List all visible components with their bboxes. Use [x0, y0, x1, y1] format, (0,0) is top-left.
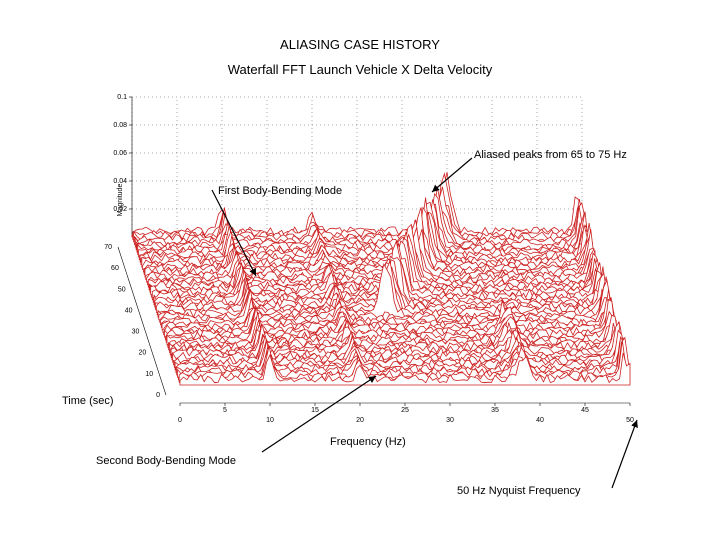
y-tick-label-4: 40: [125, 307, 133, 314]
spectrum-slice-26: [158, 262, 610, 321]
arrow-nyquist: [611, 419, 638, 489]
x-tick-label-7: 35: [491, 407, 499, 414]
spectrum-slice-50: [138, 201, 590, 260]
waterfall-slices: [131, 172, 631, 386]
y-tick-label-6: 60: [111, 265, 119, 272]
z-axis-label: Magnitude: [117, 184, 124, 217]
z-tick-label-1: 0.04: [113, 178, 127, 185]
spectrum-slice-42: [145, 219, 597, 280]
y-axis: 0 10 20 30 40 50 60 70: [104, 244, 167, 399]
x-tick-label-4: 20: [356, 417, 364, 424]
z-tick-label-3: 0.08: [113, 122, 127, 129]
second-mode-annotation: Second Body-Bending Mode: [96, 455, 237, 467]
first-mode-annotation: First Body-Bending Mode: [218, 185, 343, 197]
x-axis-label: Frequency (Hz): [330, 436, 406, 448]
spectrum-slice-0: [179, 352, 631, 386]
x-tick-label-1: 5: [223, 407, 227, 414]
x-tick-label-6: 30: [446, 417, 454, 424]
arrow-second-mode: [261, 375, 377, 453]
y-tick-label-5: 50: [118, 286, 126, 293]
z-axis: 0.02 0.04 0.06 0.08 0.1: [113, 94, 133, 237]
spectrum-slice-46: [142, 206, 593, 270]
spectrum-slice-44: [143, 207, 595, 275]
x-tick-label-2: 10: [266, 417, 274, 424]
y-tick-label-7: 70: [104, 244, 112, 251]
y-axis-label: Time (sec): [62, 395, 114, 407]
x-tick-label-8: 40: [536, 417, 544, 424]
x-tick-label-10: 50: [626, 417, 634, 424]
nyquist-annotation: 50 Hz Nyquist Frequency: [457, 485, 581, 497]
aliased-peaks-annotation: Aliased peaks from 65 to 75 Hz: [474, 149, 627, 161]
z-tick-label-0: 0.02: [113, 206, 127, 213]
arrow-first-mode: [211, 189, 257, 277]
z-tick-label-2: 0.06: [113, 150, 127, 157]
y-tick-label-1: 10: [145, 371, 153, 378]
z-tick-label-4: 0.1: [117, 94, 127, 101]
y-axis-line: [117, 246, 167, 396]
y-tick-label-2: 20: [138, 350, 146, 357]
annotation-arrows: [211, 157, 638, 489]
x-axis: 0 5 10 15 20 25 30 35 40 45 50: [178, 402, 634, 424]
chart-title: ALIASING CASE HISTORY: [280, 37, 440, 52]
spectrum-slice-59: [131, 172, 583, 238]
x-tick-label-0: 0: [178, 417, 182, 424]
x-tick-label-9: 45: [581, 407, 589, 414]
x-tick-label-3: 15: [311, 407, 319, 414]
spectrum-slice-54: [135, 186, 587, 250]
back-grid: [131, 96, 583, 237]
chart-subtitle: Waterfall FFT Launch Vehicle X Delta Vel…: [227, 62, 493, 77]
x-tick-label-5: 25: [401, 407, 409, 414]
y-tick-label-3: 30: [132, 329, 140, 336]
y-tick-label-0: 0: [156, 392, 160, 399]
arrow-aliased: [431, 157, 473, 193]
